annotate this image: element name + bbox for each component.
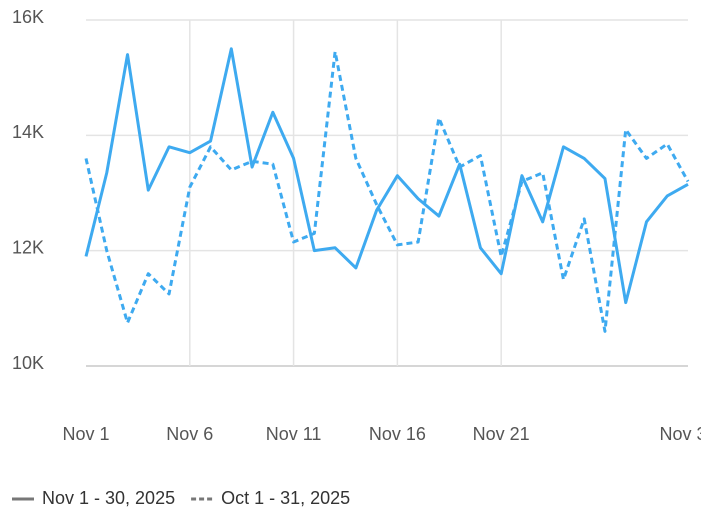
y-tick-label: 12K (12, 237, 44, 257)
x-tick-label: Nov 21 (473, 424, 530, 444)
x-tick-label: Nov 6 (166, 424, 213, 444)
x-tick-label: Nov 30 (659, 424, 701, 444)
x-tick-label: Nov 11 (266, 424, 322, 444)
y-tick-label: 14K (12, 122, 44, 142)
legend-label: Oct 1 - 31, 2025 (221, 488, 350, 508)
y-tick-label: 16K (12, 7, 44, 27)
x-tick-label: Nov 1 (62, 424, 109, 444)
legend-label: Nov 1 - 30, 2025 (42, 488, 175, 508)
x-tick-label: Nov 16 (369, 424, 426, 444)
line-series (84, 47, 689, 305)
y-tick-label: 10K (12, 353, 44, 373)
line-series (84, 50, 690, 333)
